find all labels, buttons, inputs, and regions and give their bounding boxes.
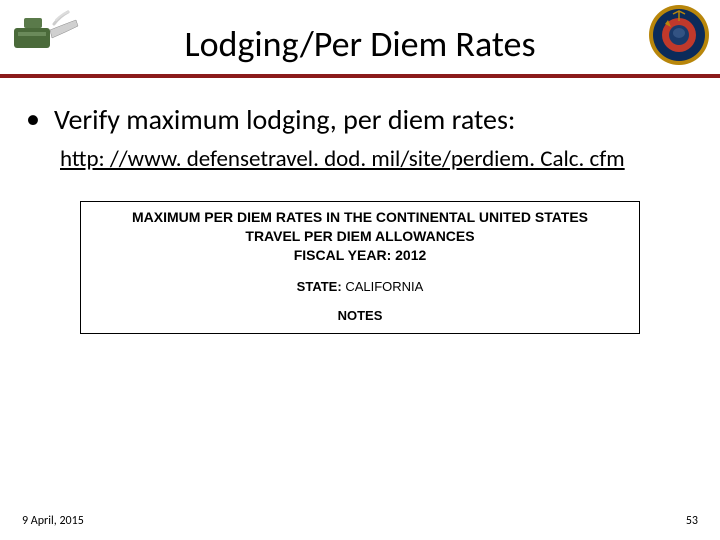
rates-header-1: MAXIMUM PER DIEM RATES IN THE CONTINENTA…	[89, 208, 631, 227]
state-label: STATE:	[297, 279, 342, 294]
title-underline	[0, 74, 720, 78]
footer-date: 9 April, 2015	[22, 514, 84, 528]
bullet-marker: •	[26, 102, 40, 136]
travel-logo	[10, 6, 80, 54]
rates-header-2: TRAVEL PER DIEM ALLOWANCES	[89, 227, 631, 246]
rates-table: MAXIMUM PER DIEM RATES IN THE CONTINENTA…	[80, 201, 640, 334]
bullet-item: • Verify maximum lodging, per diem rates…	[20, 102, 700, 137]
rates-notes: NOTES	[89, 308, 631, 323]
state-value: CALIFORNIA	[345, 279, 423, 294]
page-title: Lodging/Per Diem Rates	[0, 22, 720, 66]
content-area: • Verify maximum lodging, per diem rates…	[0, 78, 720, 334]
footer: 9 April, 2015 53	[0, 514, 720, 528]
usmc-seal-icon	[648, 4, 710, 66]
footer-page: 53	[686, 514, 698, 528]
bullet-text: Verify maximum lodging, per diem rates:	[54, 102, 515, 137]
rates-state: STATE: CALIFORNIA	[89, 279, 631, 294]
rates-header-3: FISCAL YEAR: 2012	[89, 246, 631, 265]
per-diem-link[interactable]: http: //www. defensetravel. dod. mil/sit…	[60, 145, 700, 173]
